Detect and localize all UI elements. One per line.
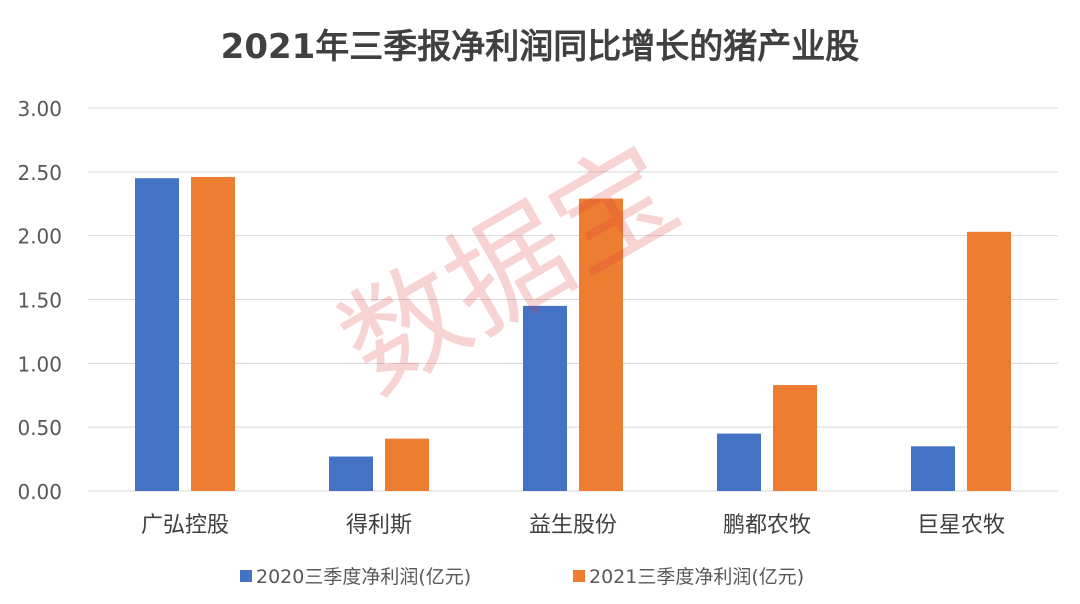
bar-series-2 (967, 231, 1011, 491)
y-tick-label: 0.50 (17, 416, 62, 440)
bars (135, 176, 1011, 492)
chart-title: 2021年三季报净利润同比增长的猪产业股 (221, 27, 860, 67)
legend: 2020三季度净利润(亿元) 2021三季度净利润(亿元) (240, 566, 804, 588)
legend-label: 2021三季度净利润(亿元) (589, 566, 804, 588)
legend-label: 2020三季度净利润(亿元) (256, 566, 471, 588)
bar-series-1 (717, 433, 761, 491)
legend-swatch (573, 570, 585, 582)
watermark: 数据宝 (319, 120, 700, 420)
x-category-label: 鹏都农牧 (723, 513, 811, 538)
bar-series-2 (579, 198, 623, 492)
x-category-label: 广弘控股 (141, 513, 229, 538)
legend-swatch (240, 570, 252, 582)
bar-series-1 (911, 446, 955, 491)
x-axis-categories: 广弘控股 得利斯 益生股份 鹏都农牧 巨星农牧 (141, 513, 1005, 538)
grid (88, 107, 1058, 492)
x-category-label: 得利斯 (346, 513, 412, 538)
bar-series-2 (773, 385, 817, 491)
y-tick-label: 1.00 (17, 352, 62, 376)
bar-series-1 (523, 305, 567, 491)
x-category-label: 巨星农牧 (917, 513, 1005, 538)
bar-series-2 (191, 176, 235, 491)
bar-series-1 (135, 178, 179, 491)
y-tick-label: 3.00 (17, 97, 62, 121)
bar-series-2 (385, 438, 429, 491)
y-axis-ticks: 0.00 0.50 1.00 1.50 2.00 2.50 3.00 (17, 97, 62, 504)
y-tick-label: 2.00 (17, 225, 62, 249)
x-category-label: 益生股份 (529, 513, 617, 538)
bar-series-1 (329, 456, 373, 491)
y-tick-label: 2.50 (17, 161, 62, 185)
y-tick-label: 0.00 (17, 480, 62, 504)
y-tick-label: 1.50 (17, 289, 62, 313)
